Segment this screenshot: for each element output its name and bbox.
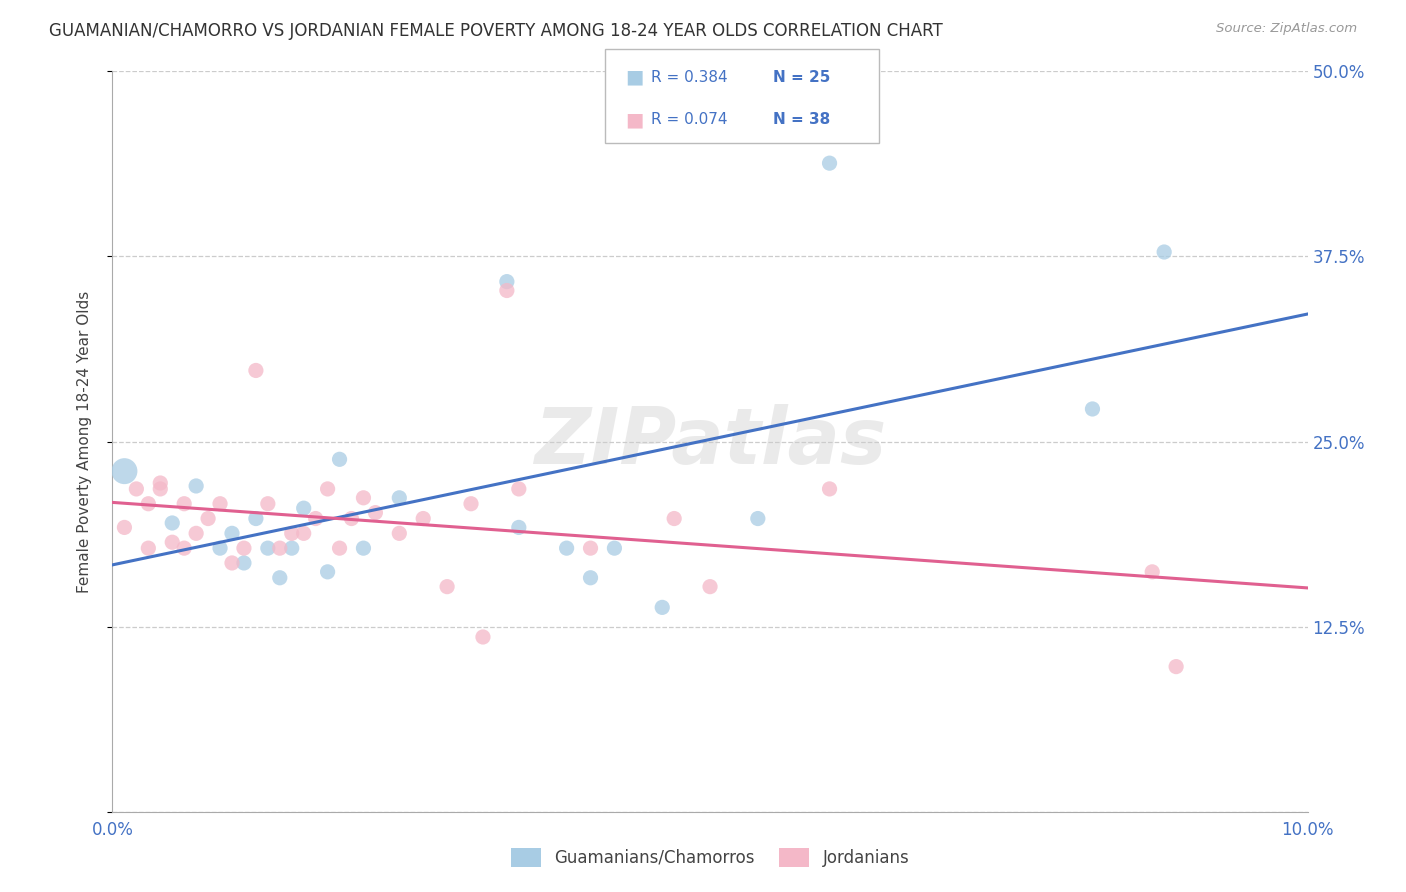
- Point: [508, 520, 530, 534]
- Text: GUAMANIAN/CHAMORRO VS JORDANIAN FEMALE POVERTY AMONG 18-24 YEAR OLDS CORRELATION: GUAMANIAN/CHAMORRO VS JORDANIAN FEMALE P…: [49, 22, 943, 40]
- Point: [173, 497, 195, 511]
- Point: [233, 556, 256, 570]
- Point: [221, 556, 243, 570]
- Point: [149, 475, 172, 490]
- Point: [472, 630, 495, 644]
- Point: [292, 501, 315, 516]
- Point: [305, 511, 328, 525]
- Point: [1081, 401, 1104, 416]
- Point: [292, 526, 315, 541]
- Point: [1166, 659, 1188, 673]
- Point: [555, 541, 578, 556]
- Point: [162, 516, 183, 530]
- Text: ■: ■: [626, 68, 644, 87]
- Text: ■: ■: [626, 110, 644, 129]
- Point: [186, 526, 208, 541]
- Point: [699, 580, 721, 594]
- Point: [233, 541, 256, 556]
- Point: [353, 491, 375, 505]
- Point: [138, 497, 160, 511]
- Point: [245, 511, 267, 525]
- Point: [508, 482, 530, 496]
- Point: [1153, 245, 1175, 260]
- Point: [269, 541, 291, 556]
- Point: [496, 275, 519, 289]
- Text: ZIPatlas: ZIPatlas: [534, 403, 886, 480]
- Point: [579, 541, 602, 556]
- Point: [412, 511, 434, 525]
- Point: [125, 482, 148, 496]
- Point: [316, 482, 339, 496]
- Point: [329, 452, 352, 467]
- Point: [747, 511, 769, 525]
- Point: [257, 541, 280, 556]
- Point: [388, 491, 411, 505]
- Point: [114, 520, 135, 534]
- Point: [460, 497, 482, 511]
- Point: [149, 482, 172, 496]
- Text: R = 0.384: R = 0.384: [651, 70, 727, 85]
- Point: [209, 541, 232, 556]
- Text: N = 25: N = 25: [773, 70, 831, 85]
- Point: [651, 600, 673, 615]
- Point: [281, 526, 304, 541]
- Text: R = 0.074: R = 0.074: [651, 112, 727, 128]
- Y-axis label: Female Poverty Among 18-24 Year Olds: Female Poverty Among 18-24 Year Olds: [77, 291, 91, 592]
- Point: [436, 580, 458, 594]
- Point: [353, 541, 375, 556]
- Legend: Guamanians/Chamorros, Jordanians: Guamanians/Chamorros, Jordanians: [503, 841, 917, 874]
- Point: [162, 535, 183, 549]
- Point: [209, 497, 232, 511]
- Point: [186, 479, 208, 493]
- Point: [138, 541, 160, 556]
- Text: Source: ZipAtlas.com: Source: ZipAtlas.com: [1216, 22, 1357, 36]
- Point: [818, 156, 841, 170]
- Point: [245, 363, 267, 377]
- Point: [340, 511, 363, 525]
- Point: [197, 511, 219, 525]
- Point: [364, 506, 387, 520]
- Point: [329, 541, 352, 556]
- Point: [818, 482, 841, 496]
- Point: [281, 541, 304, 556]
- Point: [316, 565, 339, 579]
- Text: N = 38: N = 38: [773, 112, 831, 128]
- Point: [269, 571, 291, 585]
- Point: [114, 464, 135, 478]
- Point: [579, 571, 602, 585]
- Point: [603, 541, 626, 556]
- Point: [173, 541, 195, 556]
- Point: [221, 526, 243, 541]
- Point: [664, 511, 686, 525]
- Point: [388, 526, 411, 541]
- Point: [496, 284, 519, 298]
- Point: [257, 497, 280, 511]
- Point: [1142, 565, 1164, 579]
